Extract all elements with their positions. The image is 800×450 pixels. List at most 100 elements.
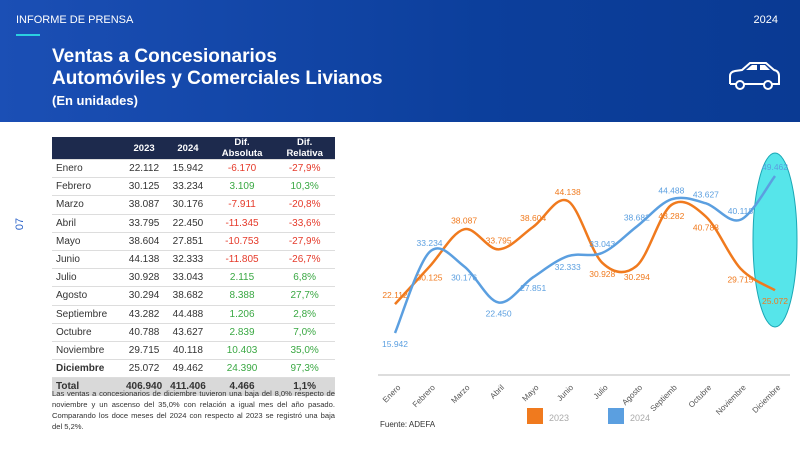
cell: Agosto: [52, 286, 122, 306]
value-label: 33.043: [589, 239, 615, 249]
x-tick-label: Noviembre: [714, 383, 748, 417]
cell: Diciembre: [52, 359, 122, 379]
sales-table: 2023 2024 Dif. Absoluta Dif. Relativa Enero 2…: [52, 137, 335, 397]
cell: -10.753: [209, 232, 275, 251]
cell: 27.851: [166, 232, 210, 251]
x-tick-label: Abril: [488, 383, 506, 401]
cell: 40.788: [122, 323, 167, 342]
cell: Junio: [52, 250, 122, 270]
subtitle: (En unidades): [52, 93, 138, 108]
cell: -6.170: [209, 159, 275, 179]
cell: -26,7%: [274, 250, 335, 270]
cell: 30.125: [122, 177, 167, 197]
cell: 8.388: [209, 286, 275, 306]
cell: 4.466: [209, 377, 275, 397]
cell: 6,8%: [274, 268, 335, 288]
column-header: Dif. Absoluta: [209, 137, 275, 160]
cell: -27,9%: [274, 159, 335, 179]
page-number: 07: [14, 217, 27, 231]
cell: Total: [52, 377, 122, 397]
cell: 43.627: [166, 323, 210, 342]
legend-swatch: [527, 408, 543, 424]
column-header: 2023: [122, 137, 167, 160]
row: Diciembre 25.072 49.462 24.390 97,3%: [52, 359, 335, 379]
header-row: 2023 2024 Dif. Absoluta Dif. Relativa: [52, 137, 335, 160]
cell: 22.450: [166, 214, 210, 233]
cell: -20,8%: [274, 195, 335, 215]
row: Octubre 40.788 43.627 2.839 7,0%: [52, 323, 335, 342]
cell: -11.345: [209, 214, 275, 233]
cell: 2.115: [209, 268, 275, 288]
value-label: 33.795: [486, 235, 512, 245]
x-tick-label: Junio: [555, 383, 575, 403]
cell: 7,0%: [274, 323, 335, 342]
total-row: Total 406.940 411.406 4.466 1,1%: [52, 377, 335, 397]
car-icon: [729, 62, 780, 90]
value-label: 40.118: [728, 206, 754, 216]
cell: 33.043: [166, 268, 210, 288]
cell: 30.928: [122, 268, 167, 288]
x-tick-label: Septiemb: [649, 383, 680, 414]
cell: 40.118: [166, 341, 210, 361]
header: INFORME DE PRENSA 2024 Ventas a Concesio…: [0, 0, 800, 122]
value-label: 29.715: [727, 274, 753, 284]
cell: 44.138: [122, 250, 167, 270]
cell: 2,8%: [274, 305, 335, 324]
column-header: Dif. Relativa: [274, 137, 335, 160]
legend-label: 2023: [549, 413, 569, 423]
cell: 33.795: [122, 214, 167, 233]
cell: 33.234: [166, 177, 210, 197]
cell: 10.403: [209, 341, 275, 361]
value-label: 27.851: [520, 283, 546, 293]
title-line: Ventas a Concesionarios: [52, 46, 277, 67]
x-tick-label: Octubre: [687, 383, 714, 410]
value-label: 43.282: [658, 211, 684, 221]
row: Febrero 30.125 33.234 3.109 10,3%: [52, 177, 335, 197]
legend-label: 2024: [630, 413, 650, 423]
cell: Marzo: [52, 195, 122, 215]
year: 2024: [753, 14, 778, 26]
accent: [16, 34, 40, 36]
cell: 25.072: [122, 359, 167, 379]
value-label: 30.176: [451, 272, 477, 282]
cell: 97,3%: [274, 359, 335, 379]
cell: 3.109: [209, 177, 275, 197]
value-label: 44.488: [658, 185, 684, 195]
cell: 35,0%: [274, 341, 335, 361]
value-label: 32.333: [555, 262, 581, 272]
cell: 406.940: [122, 377, 167, 397]
cell: -33,6%: [274, 214, 335, 233]
row: Marzo 38.087 30.176 -7.911 -20,8%: [52, 195, 335, 215]
x-tick-label: Diciembre: [751, 383, 783, 415]
cell: Abril: [52, 214, 122, 233]
value-label: 43.627: [693, 189, 719, 199]
cell: 49.462: [166, 359, 210, 379]
row: Enero 22.112 15.942 -6.170 -27,9%: [52, 159, 335, 179]
note: Las ventas a concesionarios de diciembre…: [52, 389, 335, 431]
cell: 22.112: [122, 159, 167, 179]
cell: -11.805: [209, 250, 275, 270]
cell: 1.206: [209, 305, 275, 324]
section: INFORME DE PRENSA: [16, 14, 134, 26]
legend-swatch: [608, 408, 624, 424]
source: Fuente: ADEFA: [380, 420, 436, 429]
value-label: 30.928: [589, 269, 615, 279]
cell: Septiembre: [52, 305, 122, 324]
value-label: 30.125: [417, 273, 443, 283]
cell: 38.087: [122, 195, 167, 215]
value-label: 49.462: [762, 162, 788, 172]
cell: 38.682: [166, 286, 210, 306]
cell: Enero: [52, 159, 122, 179]
cell: 27,7%: [274, 286, 335, 306]
title-line: Automóviles y Comerciales Livianos: [52, 68, 383, 89]
row: Mayo 38.604 27.851 -10.753 -27,9%: [52, 232, 335, 251]
x-tick-label: Febrero: [411, 383, 438, 410]
cell: 24.390: [209, 359, 275, 379]
row: Septiembre 43.282 44.488 1.206 2,8%: [52, 305, 335, 324]
row: Junio 44.138 32.333 -11.805 -26,7%: [52, 250, 335, 270]
value-label: 44.138: [555, 187, 581, 197]
value-label: 38.087: [451, 215, 477, 225]
value-label: 22.112: [382, 290, 408, 300]
cell: 2.839: [209, 323, 275, 342]
